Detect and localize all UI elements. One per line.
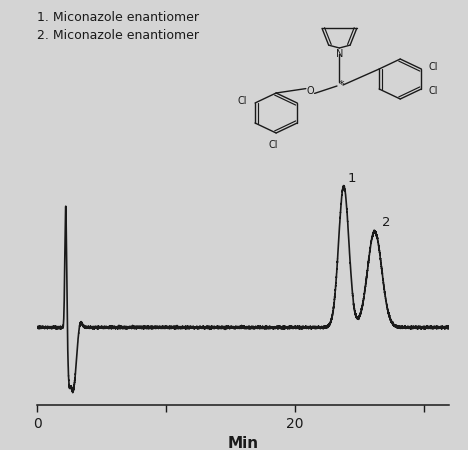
Text: 1. Miconazole enantiomer: 1. Miconazole enantiomer — [37, 11, 199, 24]
Text: Cl: Cl — [428, 63, 438, 72]
Text: *: * — [338, 80, 344, 90]
Text: Cl: Cl — [428, 86, 438, 95]
Text: Cl: Cl — [269, 140, 278, 150]
Text: N: N — [336, 49, 343, 59]
Text: O: O — [307, 86, 314, 96]
Text: Cl: Cl — [238, 96, 247, 106]
Text: 2. Miconazole enantiomer: 2. Miconazole enantiomer — [37, 29, 199, 42]
X-axis label: Min: Min — [228, 436, 259, 450]
Text: 1: 1 — [348, 172, 356, 185]
Text: 2: 2 — [382, 216, 390, 229]
